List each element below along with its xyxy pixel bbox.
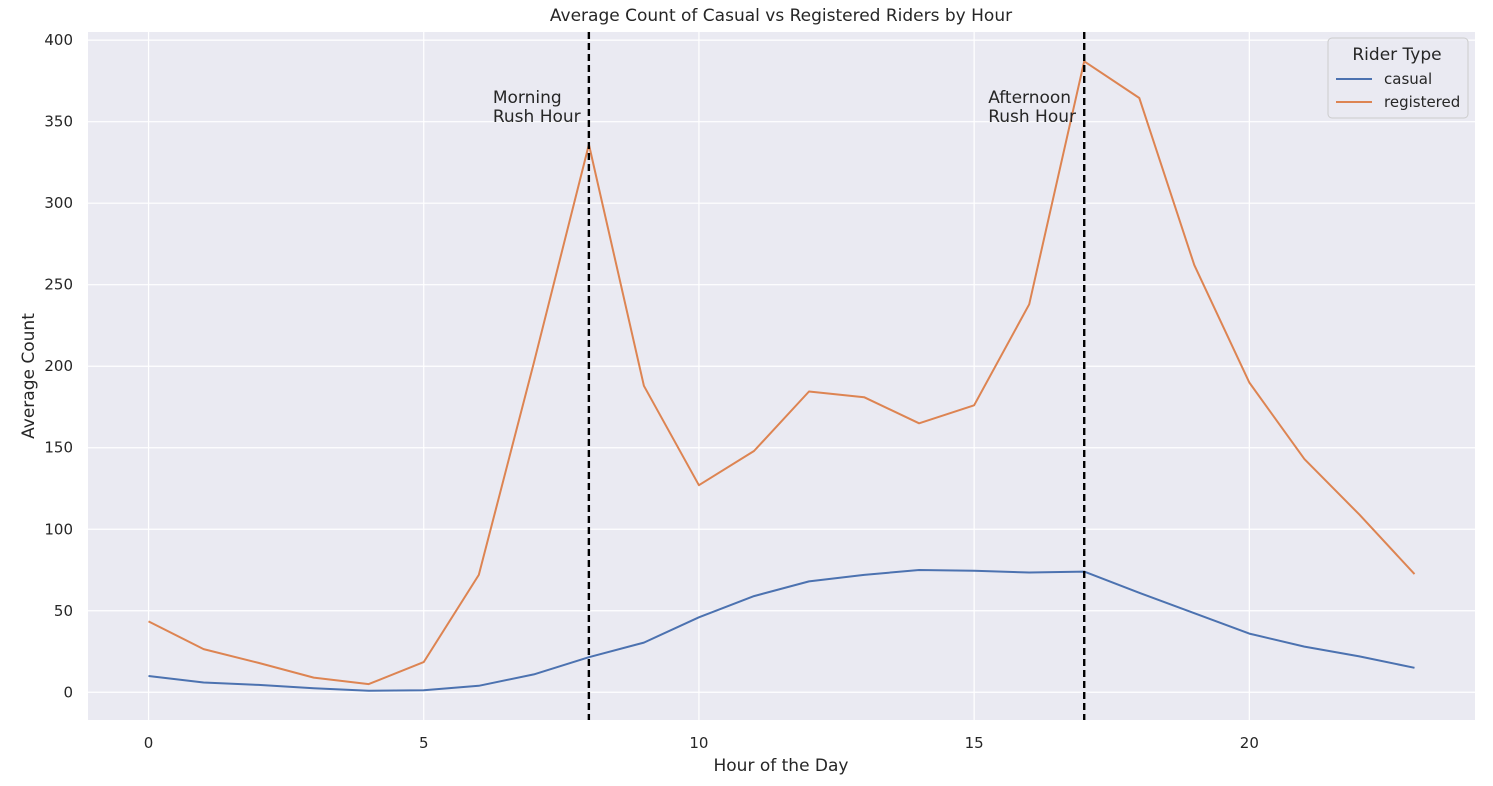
x-tick-label: 5	[419, 734, 429, 752]
y-tick-labels: 0 50 100 150 200 250 300 350 400	[44, 31, 73, 701]
x-tick-labels: 0 5 10 15 20	[144, 734, 1259, 752]
y-tick-label: 150	[44, 439, 73, 457]
x-tick-label: 10	[689, 734, 708, 752]
x-tick-label: 15	[965, 734, 984, 752]
y-tick-label: 50	[54, 602, 73, 620]
y-tick-label: 400	[44, 31, 73, 49]
legend-title: Rider Type	[1352, 45, 1441, 65]
grid-lines	[88, 32, 1475, 720]
rush-hour-annotation: Morning Rush Hour	[493, 88, 581, 127]
annotation-line: Rush Hour	[988, 107, 1076, 127]
legend-box	[1327, 37, 1469, 119]
y-tick-label: 250	[44, 276, 73, 294]
y-tick-label: 0	[63, 683, 73, 701]
annotation-line: Morning	[493, 88, 562, 108]
rush-hour-annotation: Afternoon Rush Hour	[988, 88, 1076, 127]
y-tick-label: 300	[44, 194, 73, 212]
series-line-casual	[148, 569, 1415, 692]
y-axis-label: Average Count	[19, 313, 39, 439]
chart-title: Average Count of Casual vs Registered Ri…	[550, 6, 1012, 26]
legend: Rider Type casual registered	[1327, 37, 1469, 119]
annotation-line: Afternoon	[988, 88, 1071, 108]
y-tick-label: 200	[44, 357, 73, 375]
y-tick-label: 350	[44, 113, 73, 131]
legend-label-registered: registered	[1384, 93, 1460, 111]
series-lines	[148, 60, 1416, 692]
series-line-registered	[148, 60, 1416, 686]
x-tick-label: 0	[144, 734, 154, 752]
x-tick-label: 20	[1240, 734, 1259, 752]
annotation-line: Rush Hour	[493, 107, 581, 127]
y-tick-label: 100	[44, 520, 73, 538]
legend-label-casual: casual	[1384, 70, 1432, 88]
rush-hour-lines	[587, 32, 1086, 720]
x-axis-label: Hour of the Day	[713, 756, 848, 776]
plot-background	[88, 32, 1475, 720]
